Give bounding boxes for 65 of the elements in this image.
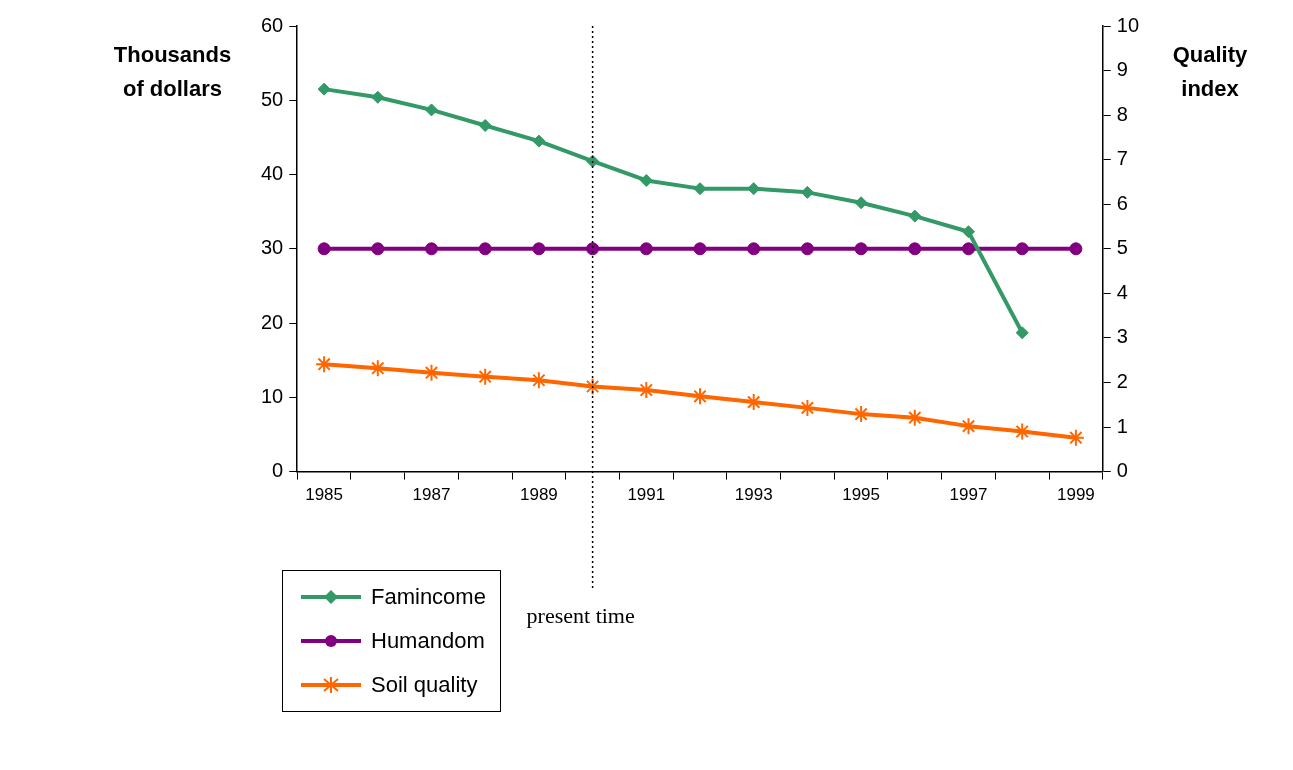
x-tick-label: 1991 xyxy=(627,485,666,505)
point xyxy=(691,387,709,406)
y-tick-label: 60 xyxy=(261,13,284,36)
point xyxy=(693,242,707,256)
point xyxy=(532,134,546,148)
y-tick-label: 0 xyxy=(272,459,284,482)
y2-tick-label: 9 xyxy=(1116,58,1128,81)
point xyxy=(1015,326,1029,340)
y-tick-label: 10 xyxy=(261,384,284,407)
y-tick-label: 20 xyxy=(261,310,284,333)
point xyxy=(478,119,492,133)
legend-label: Humandom xyxy=(371,628,485,654)
y2-tick-label: 4 xyxy=(1116,280,1128,303)
ref-line-label: present time xyxy=(526,602,635,628)
y2-tick-label: 1 xyxy=(1116,414,1128,437)
point xyxy=(1069,242,1083,256)
y-tick-label: 40 xyxy=(261,162,284,185)
point xyxy=(317,82,331,96)
x-tick-label: 1985 xyxy=(305,485,344,505)
x-tick-label: 1999 xyxy=(1056,485,1095,505)
point xyxy=(800,242,814,256)
point xyxy=(693,182,707,196)
point xyxy=(639,173,653,187)
point xyxy=(1066,428,1085,447)
point xyxy=(962,225,975,239)
y2-tick-label: 8 xyxy=(1116,102,1128,125)
point xyxy=(586,154,600,168)
x-tick-label: 1993 xyxy=(734,485,773,505)
point xyxy=(1013,422,1032,441)
legend-label: Famincome xyxy=(371,584,486,610)
point xyxy=(854,242,868,256)
point xyxy=(529,371,548,390)
x-tick-label: 1987 xyxy=(412,485,451,505)
point xyxy=(962,242,975,256)
point xyxy=(639,242,653,256)
point xyxy=(478,242,492,256)
y2-axis-title: Quality index xyxy=(1171,41,1249,103)
point xyxy=(532,242,546,256)
y-tick-label: 30 xyxy=(261,236,284,259)
point xyxy=(371,90,385,104)
y2-tick-label: 2 xyxy=(1116,370,1128,392)
y2-tick-label: 3 xyxy=(1116,325,1128,348)
point xyxy=(425,242,438,256)
y2-tick-label: 10 xyxy=(1116,13,1139,36)
x-tick-label: 1995 xyxy=(842,485,881,505)
point xyxy=(425,103,438,117)
point xyxy=(908,242,922,256)
point xyxy=(371,242,385,256)
point xyxy=(800,185,814,199)
y-axis-title: Thousands of dollars xyxy=(112,41,233,103)
point xyxy=(747,182,761,196)
y2-tick-label: 0 xyxy=(1116,459,1128,482)
y2-tick-label: 5 xyxy=(1116,236,1128,259)
x-tick-label: 1989 xyxy=(519,485,558,505)
point xyxy=(908,209,922,223)
y-tick-label: 50 xyxy=(261,87,284,110)
point xyxy=(317,242,331,256)
point xyxy=(747,242,761,256)
point xyxy=(854,196,868,210)
y2-tick-label: 6 xyxy=(1116,191,1128,214)
point xyxy=(586,242,600,256)
y2-tick-label: 7 xyxy=(1116,147,1128,170)
x-tick-label: 1997 xyxy=(949,485,988,505)
point xyxy=(1015,242,1029,256)
legend-label: Soil quality xyxy=(371,672,478,698)
